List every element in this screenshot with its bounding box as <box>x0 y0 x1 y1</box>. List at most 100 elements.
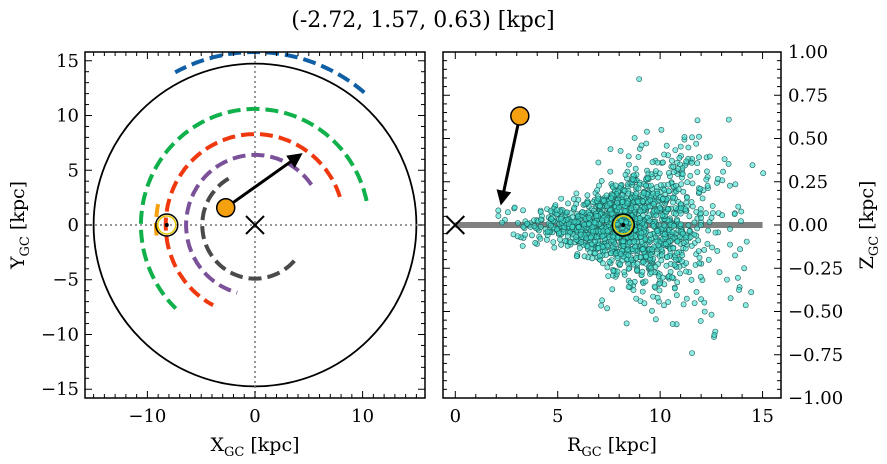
spiral-arm-4 <box>174 52 366 95</box>
rz-star-point <box>662 231 668 237</box>
rz-star-point <box>625 153 632 160</box>
rz-star-cloud <box>495 76 767 356</box>
rz-star-point <box>687 172 694 179</box>
rz-star-point <box>504 209 511 216</box>
rz-star-point <box>749 162 756 169</box>
rz-star-point <box>694 117 701 124</box>
rz-star-point <box>714 247 721 254</box>
rz-star-point <box>587 249 594 256</box>
chart-title: (-2.72, 1.57, 0.63) [kpc] <box>291 8 554 33</box>
rz-star-point <box>727 241 733 248</box>
rz-star-point <box>601 197 607 204</box>
rz-star-point <box>595 245 602 251</box>
rz-star-point <box>638 230 645 237</box>
spiral-arm-2 <box>163 132 342 307</box>
rz-star-point <box>610 268 617 275</box>
rz-star-point <box>686 213 693 220</box>
rz-star-point <box>639 198 646 205</box>
rz-star-point <box>679 252 686 259</box>
rz-star-point <box>519 243 526 249</box>
rz-star-point <box>659 274 666 281</box>
rz-star-point <box>685 222 692 229</box>
rz-star-point <box>639 288 646 295</box>
rz-star-point <box>689 180 696 187</box>
rz-star-point <box>725 116 732 123</box>
rz-star-point <box>674 250 680 256</box>
rz-star-point <box>558 241 564 248</box>
rz-star-point <box>670 169 677 175</box>
rz-star-point <box>636 76 643 82</box>
rz-star-point <box>689 350 695 356</box>
xy-xtick-label: 10 <box>351 406 374 427</box>
rz-star-point <box>550 239 557 245</box>
rz-star-point <box>537 209 544 215</box>
rz-star-point <box>688 276 695 283</box>
rz-star-point <box>663 142 670 149</box>
rz-star-point <box>658 246 665 253</box>
rz-star-point <box>649 159 656 166</box>
rz-star-point <box>581 253 588 260</box>
rz-star-point <box>556 230 563 236</box>
spiral-arm-3 <box>138 106 369 310</box>
rz-star-point <box>697 185 704 192</box>
rz-star-point <box>657 205 663 211</box>
rz-star-point <box>731 211 738 217</box>
rz-star-point <box>662 241 669 247</box>
rz-ytick-label: 1.00 <box>788 42 828 63</box>
rz-panel: 0 5 10 15 −1.00 −0.75 −0.50 −0.25 0.00 0.25 0.50 0.… <box>442 42 882 460</box>
rz-star-point <box>649 246 656 253</box>
spiral-arm-1 <box>184 152 314 295</box>
rz-star-point <box>592 250 599 257</box>
rz-star-point <box>669 157 675 164</box>
rz-star-point <box>669 229 676 236</box>
rz-xtick-label: 5 <box>552 406 563 427</box>
rz-star-point <box>604 264 611 271</box>
rz-ylabel: ZGC [kpc] <box>856 181 882 270</box>
rz-star-point <box>665 169 672 176</box>
rz-star-point <box>683 158 690 165</box>
rz-star-point <box>617 251 624 258</box>
rz-star-point <box>636 215 643 222</box>
rz-star-point <box>515 220 521 226</box>
rz-star-point <box>742 302 749 309</box>
rz-star-point <box>589 255 596 262</box>
rz-star-point <box>678 205 684 211</box>
rz-star-point <box>661 222 667 229</box>
rz-ytick-label: 0.00 <box>788 215 828 236</box>
rz-star-point <box>648 269 655 276</box>
rz-star-point <box>679 258 685 265</box>
rz-star-point <box>633 204 639 211</box>
rz-star-point <box>697 210 704 217</box>
rz-star-point <box>520 207 526 214</box>
rz-star-point <box>626 161 632 168</box>
rz-star-point <box>564 233 571 239</box>
rz-star-point <box>604 228 611 234</box>
rz-ytick-label: 0.75 <box>788 85 828 106</box>
xy-ytick-label: 0 <box>68 215 79 236</box>
rz-star-point <box>748 289 755 296</box>
rz-star-point <box>655 174 661 181</box>
rz-star-point <box>696 260 703 267</box>
rz-star-point <box>678 181 685 187</box>
rz-star-point <box>578 239 585 246</box>
rz-star-point <box>522 231 528 238</box>
rz-star-point <box>531 223 538 230</box>
rz-star-point <box>594 187 601 193</box>
rz-star-point <box>625 252 632 259</box>
rz-star-point <box>644 128 650 135</box>
rz-star-point <box>641 300 648 307</box>
rz-star-point <box>653 212 660 219</box>
rz-star-point <box>665 188 672 194</box>
rz-star-point <box>705 256 712 263</box>
rz-star-point <box>599 217 606 224</box>
rz-star-point <box>648 182 654 189</box>
rz-star-point <box>584 243 591 250</box>
rz-star-point <box>603 192 610 199</box>
rz-star-point <box>606 200 613 207</box>
rz-star-point <box>641 204 648 211</box>
rz-star-point <box>607 168 614 175</box>
rz-star-point <box>571 204 578 211</box>
rz-star-point <box>737 246 743 253</box>
rz-star-point <box>651 283 658 290</box>
rz-star-point <box>573 233 579 240</box>
